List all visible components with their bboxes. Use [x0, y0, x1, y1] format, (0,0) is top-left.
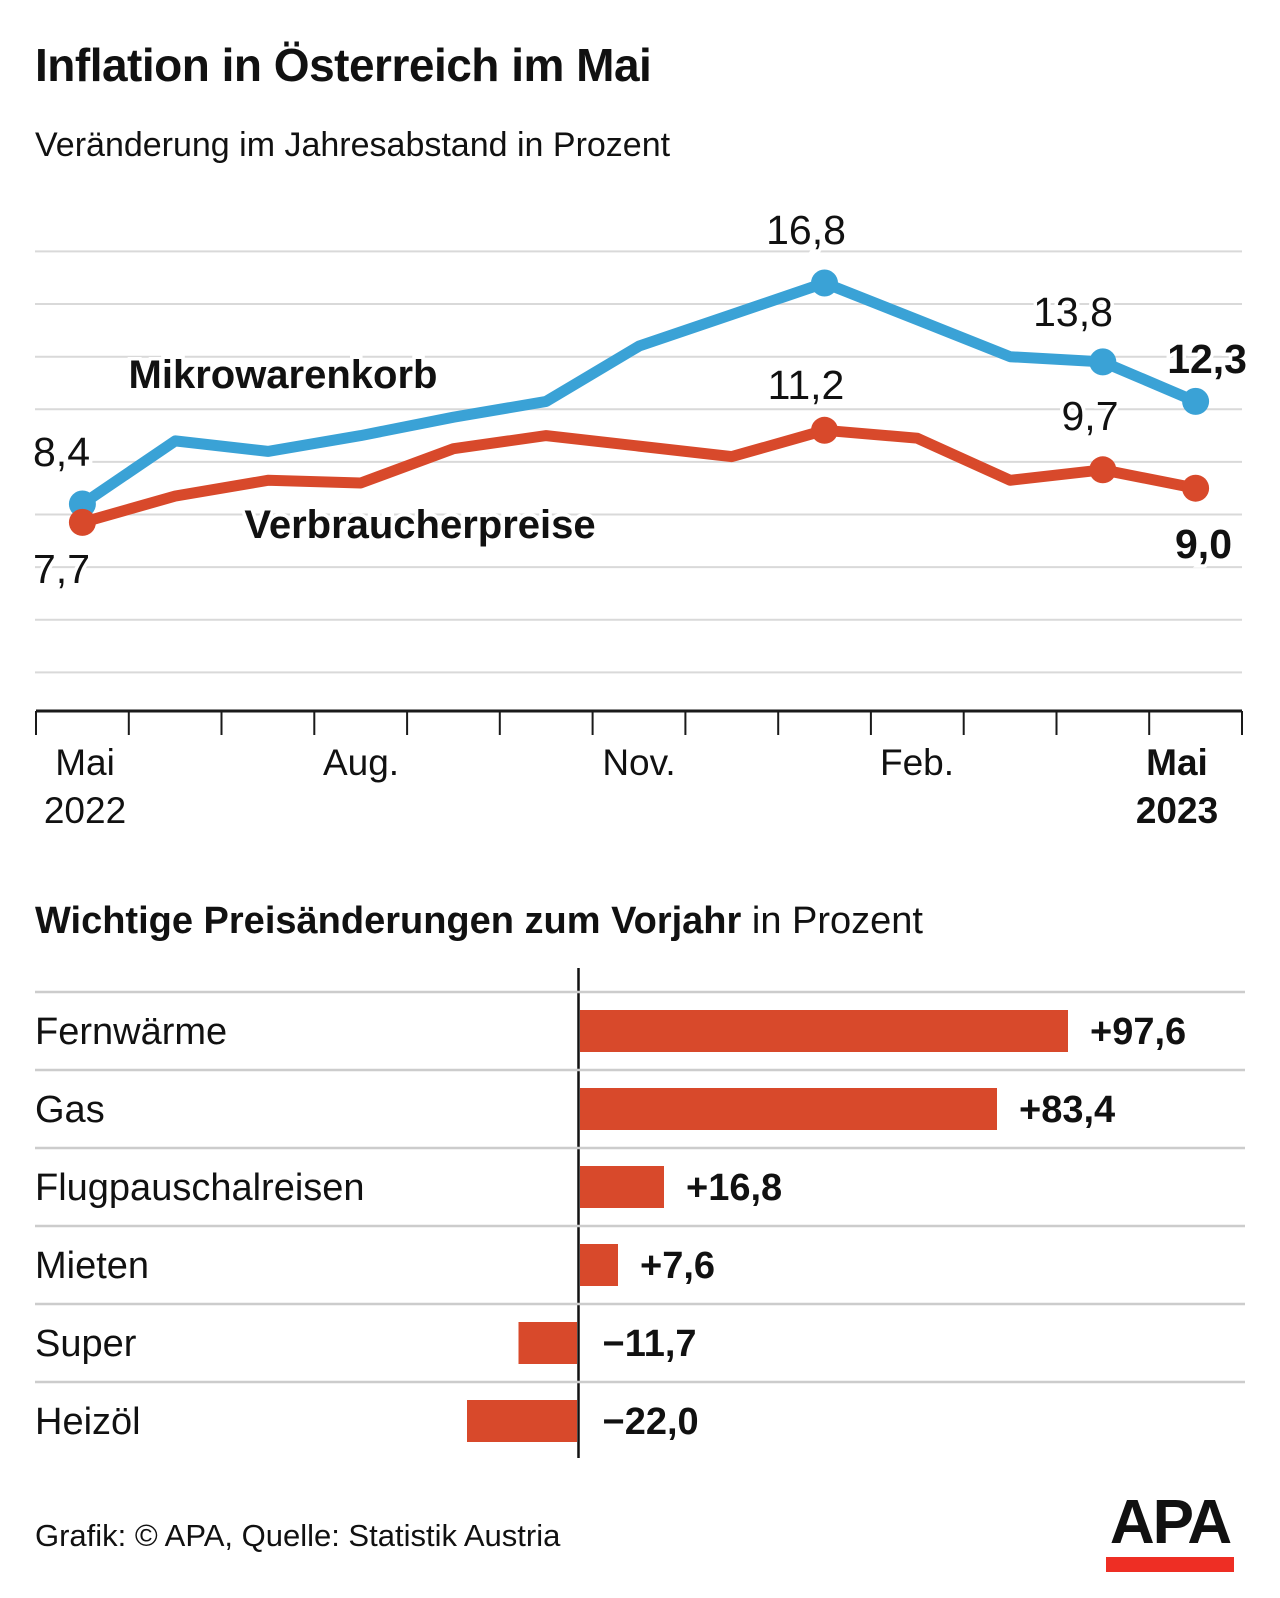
- marker-verbraucherpreise-mai-2023: [1182, 474, 1210, 502]
- marker-verbraucherpreise-mai-2022: [68, 508, 96, 536]
- bar-section-title-unit: in Prozent: [741, 900, 923, 942]
- apa-logo-text: APA: [1109, 1488, 1232, 1557]
- label-start-mikrowarenkorb: 8,4: [33, 429, 90, 475]
- x-tick-mai-2022: Mai: [55, 742, 115, 783]
- x-tick-feb: Feb.: [880, 742, 954, 783]
- bar-chart: Fernwärme +97,6 Gas +83,4 Flugpauschalreisen…: [35, 968, 1245, 1458]
- marker-mikrowarenkorb-apr-: [1089, 348, 1117, 376]
- bar-label-fernwärme: Fernwärme: [35, 1011, 227, 1053]
- bar-fernwärme: [580, 1010, 1068, 1052]
- x-tick-nov: Nov.: [602, 742, 675, 783]
- apa-logo: APA: [1106, 1492, 1234, 1572]
- label-peak-mikrowarenkorb: 16,8: [766, 207, 846, 253]
- apa-logo-red-bar: [1106, 1557, 1234, 1572]
- x-tick-mai-2022-year: 2022: [44, 790, 126, 831]
- mikrowarenkorb-line: [76, 277, 1202, 510]
- bar-heizöl: [467, 1400, 577, 1442]
- gridlines: [35, 250, 1242, 674]
- x-tick-mai-2023: Mai: [1146, 742, 1208, 783]
- x-axis: [35, 709, 1243, 735]
- verbraucherpreise-line: [76, 424, 1202, 528]
- bar-label-gas: Gas: [35, 1089, 105, 1131]
- page-subtitle: Veränderung im Jahresabstand in Prozent: [35, 126, 671, 164]
- marker-verbraucherpreise-apr-: [1089, 456, 1117, 484]
- bar-label-flugpauschalreisen: Flugpauschalreisen: [35, 1167, 365, 1209]
- bar-value-gas: +83,4: [1019, 1089, 1115, 1131]
- bar-value-heizöl: −22,0: [603, 1401, 699, 1443]
- bar-gas: [580, 1088, 997, 1130]
- bar-super: [518, 1322, 577, 1364]
- bar-value-fernwärme: +97,6: [1090, 1011, 1186, 1053]
- credit-line: Grafik: © APA, Quelle: Statistik Austria: [35, 1518, 561, 1553]
- page-title: Inflation in Österreich im Mai: [35, 39, 652, 91]
- bar-label-heizöl: Heizöl: [35, 1401, 141, 1443]
- label-peak-verbraucherpreise: 11,2: [768, 362, 845, 408]
- bar-label-mieten: Mieten: [35, 1245, 149, 1287]
- bar-section-title-bold: Wichtige Preisänderungen zum Vorjahr: [35, 900, 742, 942]
- series-label-mikrowarenkorb: Mikrowarenkorb: [129, 353, 438, 397]
- bar-value-flugpauschalreisen: +16,8: [686, 1167, 782, 1209]
- label-start-verbraucherpreise: 7,7: [33, 546, 90, 592]
- series-label-verbraucherpreise: Verbraucherpreise: [244, 503, 595, 547]
- bar-rows: Fernwärme +97,6 Gas +83,4 Flugpauschalreisen…: [35, 968, 1245, 1458]
- bar-flugpauschalreisen: [580, 1166, 664, 1208]
- bar-mieten: [580, 1244, 618, 1286]
- marker-mikrowarenkorb-mai-2023: [1182, 387, 1210, 415]
- line-chart: 8,4 7,7 16,8 11,2 13,8 9,7 12,3 9,0 Mikr…: [30, 204, 1251, 832]
- bar-value-mieten: +7,6: [640, 1245, 715, 1287]
- bar-section-title: Wichtige Preisänderungen zum Vorjahr in …: [35, 900, 923, 943]
- data-point-markers: [68, 269, 1210, 536]
- x-tick-aug: Aug.: [323, 742, 399, 783]
- label-april-mikrowarenkorb: 13,8: [1033, 289, 1113, 335]
- marker-verbraucherpreise-jän--2023: [811, 416, 838, 444]
- x-tick-mai-2023-year: 2023: [1136, 790, 1218, 831]
- bar-label-super: Super: [35, 1323, 137, 1365]
- label-end-verbraucherpreise: 9,0: [1175, 521, 1232, 567]
- marker-mikrowarenkorb-jän--2023: [811, 269, 838, 297]
- label-end-mikrowarenkorb: 12,3: [1167, 336, 1247, 382]
- bar-value-super: −11,7: [603, 1323, 697, 1365]
- label-april-verbraucherpreise: 9,7: [1062, 393, 1119, 439]
